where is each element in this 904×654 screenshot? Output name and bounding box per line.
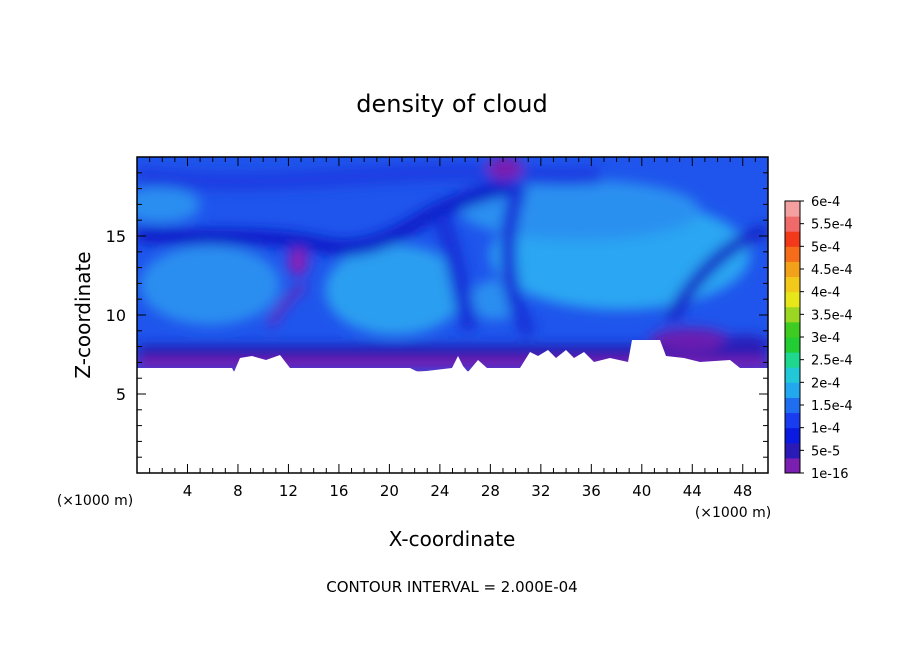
y-tick-label: 5 (116, 385, 126, 404)
colorbar-label: 2e-4 (811, 376, 840, 391)
x-tick-label: 16 (329, 482, 348, 500)
colorbar-swatch (785, 442, 800, 459)
colorbar-label: 6e-4 (811, 195, 840, 210)
colorbar-label: 2.5e-4 (811, 354, 853, 369)
colorbar-swatch (785, 231, 800, 247)
colorbar-swatch (785, 321, 800, 338)
colorbar-swatch (785, 306, 800, 323)
x-tick-label: 4 (183, 482, 193, 500)
chart-title: density of cloud (356, 90, 547, 118)
x-tick-label: 12 (279, 482, 298, 500)
colorbar-swatch (785, 457, 800, 474)
colorbar-swatch (785, 367, 800, 383)
x-tick-label: 28 (481, 482, 500, 500)
colorbar-swatch (785, 412, 800, 429)
colorbar-label: 4e-4 (811, 286, 840, 301)
x-unit-right: (×1000 m) (695, 505, 771, 521)
colorbar-label: 5e-4 (811, 240, 840, 255)
x-tick-label: 48 (733, 482, 752, 500)
colorbar-swatch (785, 276, 800, 293)
colorbar-label: 1.5e-4 (811, 399, 853, 414)
colorbar-label: 3.5e-4 (811, 308, 853, 323)
x-axis: 4 8 12 16 20 24 28 32 36 40 44 48 (149, 157, 756, 500)
x-tick-label: 44 (683, 482, 702, 500)
colorbar-label: 5e-5 (811, 444, 840, 459)
x-axis-label: X-coordinate (389, 527, 516, 551)
colorbar-label: 4.5e-4 (811, 263, 853, 278)
colorbar-swatch (785, 261, 800, 278)
x-tick-label: 20 (380, 482, 399, 500)
x-tick-label: 36 (582, 482, 601, 500)
x-tick-label: 32 (531, 482, 550, 500)
colorbar-swatch (785, 337, 800, 353)
colorbar: 1e-16 5e-5 1e-4 1.5e-4 2e-4 2.5e-4 3e-4 3.5e-4 4… (784, 195, 853, 482)
y-axis-label: Z-coordinate (71, 251, 95, 378)
colorbar-swatch (785, 352, 800, 368)
colorbar-label: 3e-4 (811, 331, 840, 346)
y-tick-label: 10 (106, 306, 126, 325)
colorbar-swatch (785, 427, 800, 444)
x-tick-label: 8 (233, 482, 243, 500)
x-tick-label: 40 (632, 482, 651, 500)
colorbar-swatch (785, 382, 800, 398)
y-axis: 5 10 15 (106, 172, 768, 458)
contour-interval-label: CONTOUR INTERVAL = 2.000E-04 (326, 578, 577, 596)
colorbar-swatch (785, 397, 800, 414)
x-tick-label: 24 (430, 482, 449, 500)
colorbar-label: 1e-4 (811, 422, 840, 437)
heatmap-field (137, 157, 768, 473)
colorbar-swatch (785, 291, 800, 308)
y-tick-label: 15 (106, 227, 126, 246)
colorbar-swatch (785, 246, 800, 262)
colorbar-swatch (785, 216, 800, 232)
clear-air-region (137, 340, 768, 473)
x-unit-left: (×1000 m) (57, 493, 133, 509)
colorbar-label: 1e-16 (811, 467, 849, 482)
colorbar-swatch (785, 201, 800, 217)
colorbar-label: 5.5e-4 (811, 218, 853, 233)
